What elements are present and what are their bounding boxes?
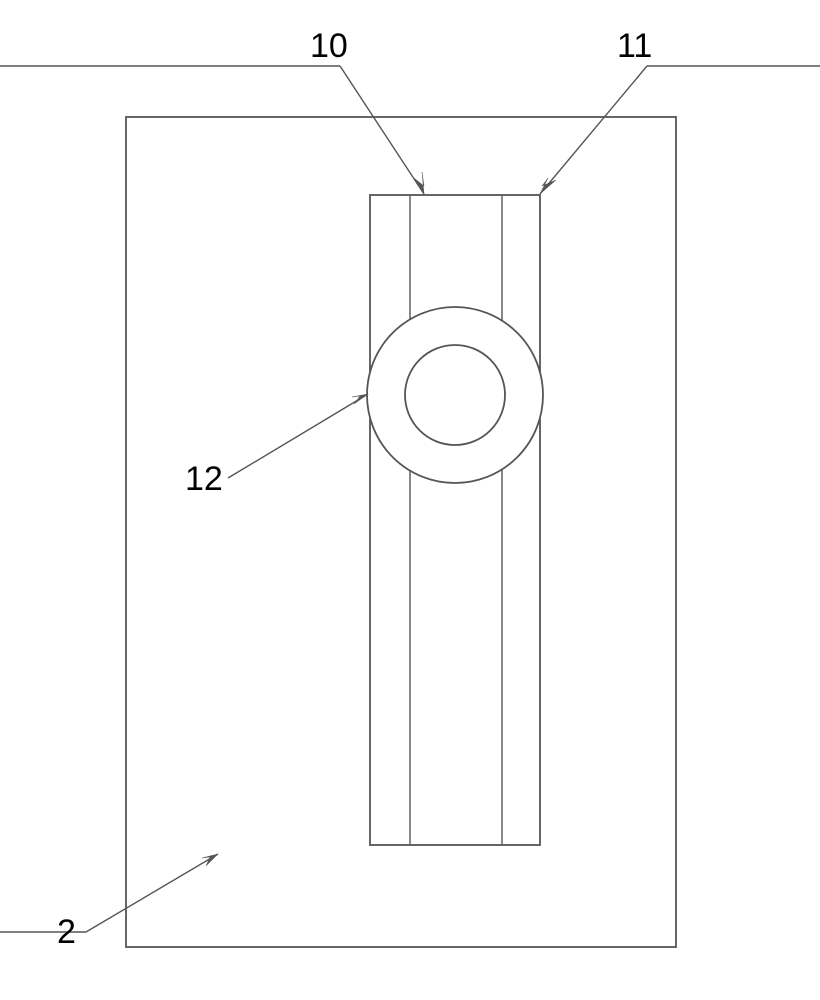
label-12: 12: [185, 460, 223, 499]
inner-circle: [405, 345, 505, 445]
leader-10: [340, 66, 424, 194]
arrowhead-10: [414, 172, 424, 194]
leader-2: [86, 854, 218, 932]
diagram-svg: [0, 0, 820, 1000]
arrowhead-2: [202, 854, 218, 866]
label-10: 10: [310, 27, 348, 66]
label-2: 2: [57, 913, 76, 952]
leader-12: [228, 394, 368, 478]
diagram-canvas: 10 11 12 2: [0, 0, 820, 1000]
leader-11: [540, 66, 647, 194]
arrowhead-11: [540, 178, 556, 194]
label-11: 11: [617, 27, 652, 66]
inner-rect: [370, 195, 540, 845]
